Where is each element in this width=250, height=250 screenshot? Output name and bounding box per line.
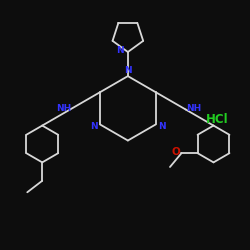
Text: NH: NH (186, 104, 201, 113)
Text: N: N (90, 122, 98, 131)
Text: N: N (158, 122, 165, 131)
Text: HCl: HCl (206, 113, 229, 126)
Text: NH: NH (56, 104, 72, 113)
Text: N: N (116, 46, 124, 55)
Text: O: O (171, 147, 180, 157)
Text: N: N (124, 66, 132, 75)
